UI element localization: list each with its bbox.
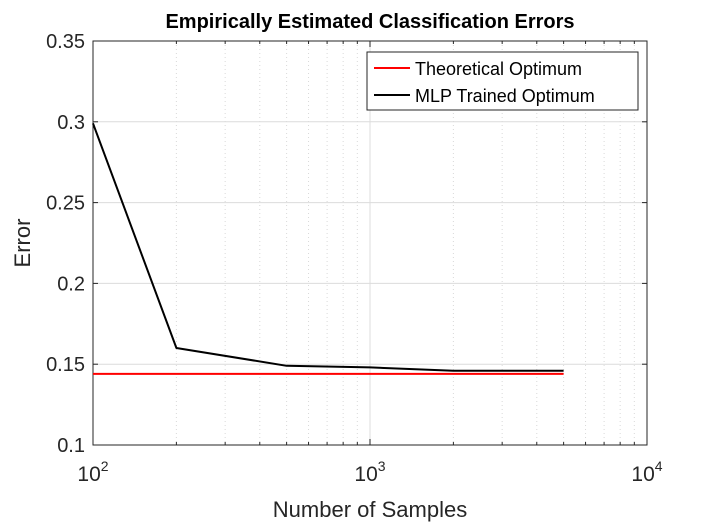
y-tick-label: 0.15: [46, 354, 85, 376]
x-tick-label: 102: [77, 458, 108, 486]
x-tick-label: 103: [354, 458, 385, 486]
series-layer: [92, 123, 564, 375]
legend: Theoretical Optimum MLP Trained Optimum: [366, 51, 639, 111]
y-tick-label: 0.25: [46, 193, 85, 215]
y-tick-label: 0.35: [46, 31, 85, 53]
legend-box: [366, 51, 639, 111]
legend-label-mlp: MLP Trained Optimum: [415, 86, 595, 106]
x-axis-label: Number of Samples: [273, 497, 467, 522]
y-tick-label: 0.1: [57, 435, 85, 457]
y-tick-label: 0.3: [57, 112, 85, 134]
series-line-1: [92, 123, 564, 372]
y-tick-label: 0.2: [57, 273, 85, 295]
legend-label-theoretical: Theoretical Optimum: [415, 59, 582, 79]
chart-title: Empirically Estimated Classification Err…: [165, 11, 574, 33]
tick-layer: 0.1 0.15 0.2 0.25 0.3 0.35 102 103 104: [46, 31, 663, 486]
x-tick-label: 104: [631, 458, 662, 486]
y-axis-label: Error: [10, 219, 35, 268]
